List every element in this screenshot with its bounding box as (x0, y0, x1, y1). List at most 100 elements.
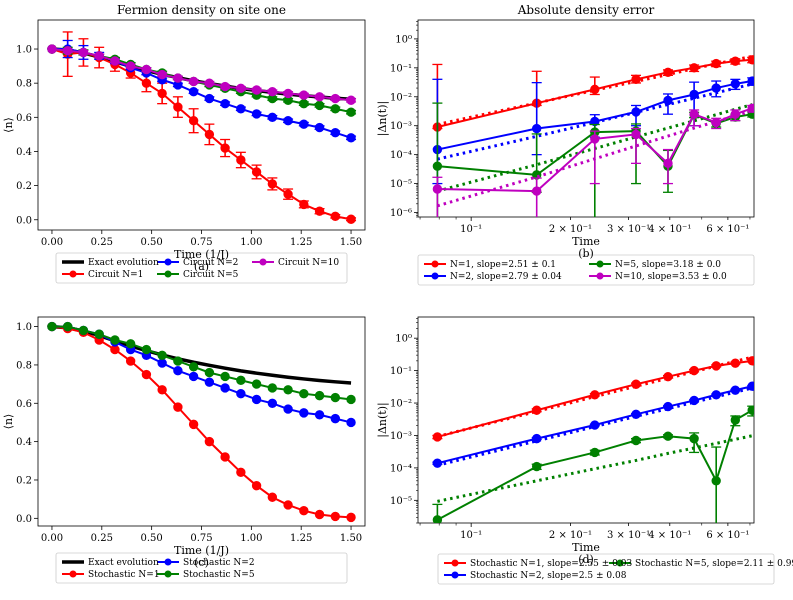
x-tick-label: 4 × 10⁻¹ (648, 224, 691, 235)
legend-marker (431, 272, 439, 280)
y-tick-label: 10⁻² (390, 399, 412, 410)
data-point (663, 67, 673, 78)
data-point (730, 79, 741, 89)
data-point (330, 511, 341, 522)
y-tick-label: 0.2 (16, 475, 32, 486)
data-point (689, 433, 699, 444)
data-point (157, 358, 167, 368)
data-point (689, 63, 699, 73)
legend-marker (259, 258, 267, 266)
legend-label: Circuit N=1 (88, 270, 143, 280)
data-point (663, 158, 673, 169)
panel-caption: (a) (194, 260, 209, 273)
data-point (110, 344, 120, 355)
data-point (631, 107, 641, 117)
data-point (663, 401, 673, 412)
data-point (689, 109, 699, 119)
legend-marker (164, 270, 172, 278)
chart-a (34, 19, 366, 284)
data-point (236, 155, 246, 165)
y-tick-label: 10⁻³ (390, 431, 412, 442)
data-point (314, 122, 325, 133)
chart-d (414, 316, 775, 585)
legend-marker (596, 272, 604, 280)
data-point (314, 410, 325, 420)
legend-marker (164, 558, 172, 566)
data-point (47, 44, 57, 54)
data-point (432, 515, 443, 523)
data-point (204, 78, 215, 88)
data-point (220, 98, 230, 109)
plot-frame (417, 316, 755, 524)
legend-label: Stochastic N=1 (88, 570, 160, 580)
panel-caption: (c) (194, 556, 209, 569)
y-tick-label: 10⁻⁶ (390, 208, 412, 219)
data-point (299, 199, 309, 210)
y-tick-label: 10⁻⁵ (390, 496, 412, 507)
data-point (432, 432, 443, 442)
y-tick-label: 0.4 (16, 437, 32, 448)
data-point (267, 112, 278, 123)
y-tick-label: 0.0 (16, 514, 32, 525)
data-point (747, 356, 754, 366)
data-point (204, 436, 215, 447)
chart-title: Absolute density error (517, 3, 655, 17)
y-tick-label: 10⁻⁴ (390, 150, 412, 161)
x-tick-label: 0.50 (141, 237, 163, 248)
data-point (631, 409, 641, 419)
data-point (346, 133, 356, 143)
legend-marker (451, 559, 459, 567)
y-tick-label: 10⁻⁴ (390, 463, 412, 474)
data-point (283, 500, 293, 510)
data-point (251, 109, 262, 119)
data-point (141, 78, 152, 88)
data-point (314, 100, 325, 111)
data-point (663, 371, 673, 382)
data-point (532, 461, 542, 472)
chart-b (414, 19, 755, 286)
x-tick-label: 2 × 10⁻¹ (549, 530, 592, 541)
x-tick-label: 0.50 (141, 533, 163, 544)
data-point (299, 119, 309, 129)
data-point (314, 206, 325, 216)
data-point (251, 85, 262, 95)
data-point (346, 95, 356, 105)
data-point (432, 184, 443, 194)
y-tick-label: 0.4 (16, 147, 32, 158)
data-point (590, 84, 600, 95)
y-tick-label: 0.6 (16, 113, 32, 124)
data-point (346, 512, 356, 523)
legend-label: Exact evolution (88, 258, 159, 268)
x-tick-label: 1.50 (340, 533, 362, 544)
data-point (689, 365, 699, 376)
data-point (747, 103, 754, 113)
data-point (299, 90, 309, 100)
data-point (711, 476, 721, 486)
legend-label: N=1, slope=2.51 ± 0.1 (450, 260, 556, 270)
data-point (532, 405, 542, 415)
data-point (236, 467, 246, 478)
x-tick-label: 6 × 10⁻¹ (706, 224, 749, 235)
data-point (314, 92, 325, 102)
y-axis-label: ⟨n⟩ (2, 414, 15, 430)
data-point (747, 381, 754, 391)
x-tick-label: 0.00 (41, 237, 63, 248)
data-point (173, 402, 183, 412)
data-point (173, 365, 183, 376)
data-point (188, 76, 199, 87)
data-point (47, 321, 57, 332)
y-tick-label: 0.0 (16, 215, 32, 226)
data-point (220, 383, 230, 393)
data-point (188, 362, 199, 372)
data-point (283, 88, 293, 99)
data-point (631, 379, 641, 389)
chart-title: Fermion density on site one (117, 3, 286, 17)
x-tick-label: 1.25 (290, 237, 312, 248)
x-tick-label: 0.25 (91, 237, 113, 248)
data-point (590, 420, 600, 430)
data-point (532, 123, 542, 134)
legend-marker (69, 570, 77, 578)
legend-label: Circuit N=2 (183, 258, 238, 268)
x-tick-label: 3 × 10⁻¹ (607, 224, 650, 235)
data-point (689, 395, 699, 406)
